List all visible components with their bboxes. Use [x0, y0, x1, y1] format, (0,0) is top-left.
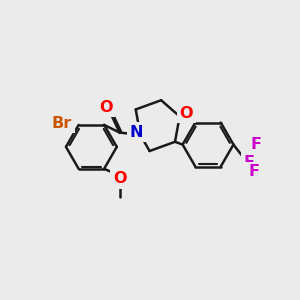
- Text: O: O: [99, 100, 112, 115]
- Text: F: F: [250, 136, 261, 152]
- Text: O: O: [179, 106, 193, 121]
- Text: Br: Br: [52, 116, 72, 130]
- Text: O: O: [113, 171, 126, 186]
- Text: N: N: [129, 124, 143, 140]
- Text: F: F: [243, 155, 254, 170]
- Text: F: F: [248, 164, 259, 179]
